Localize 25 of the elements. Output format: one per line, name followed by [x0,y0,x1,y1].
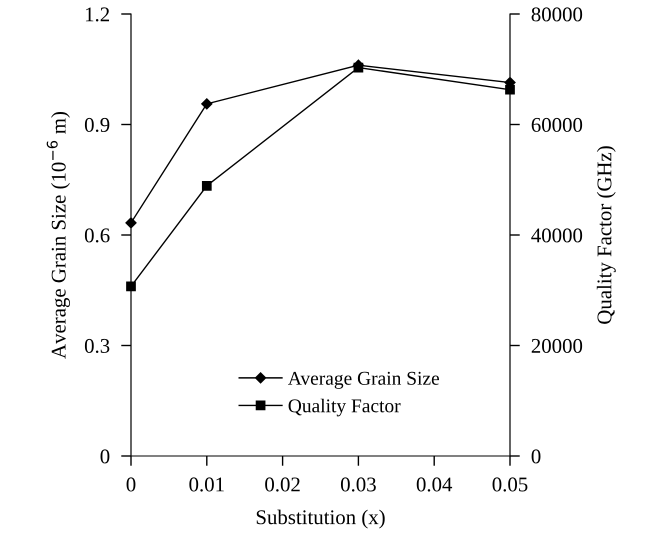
y2-tick-label: 0 [532,449,540,464]
x-axis-title: Substitution (x) [256,510,385,529]
x-tick-label: 0 [126,477,136,492]
y-tick-label: 1.2 [86,7,110,22]
y-tick-label: 0.3 [84,338,110,354]
point [201,98,212,110]
x-tick-label: 0.02 [265,477,300,492]
legend-label: Average Grain Size [288,372,440,389]
point [125,217,137,228]
point [202,180,212,191]
x-tick-label: 0.01 [189,477,224,492]
y2-tick-label: 20000 [532,338,582,353]
x-tick-label: 0.04 [416,477,452,492]
x-tick-label: 0.03 [340,477,376,492]
y-tick-label: 0.6 [84,228,110,243]
y-tick-label: 0.9 [84,118,110,132]
point [126,282,136,292]
y-tick-label: 0 [100,449,110,464]
x-tick-label: 0.05 [492,477,528,492]
legend-label: Quality Factor [288,398,400,416]
y2-tick-label: 80000 [532,7,582,22]
y2-tick-label: 40000 [531,228,582,242]
y2-axis-title: Quality Factor (GHz) [596,146,616,324]
y-axis-title: Average Grain Size (10$^{−6}$ m) [46,112,70,359]
y2-tick-label: 60000 [532,118,582,132]
